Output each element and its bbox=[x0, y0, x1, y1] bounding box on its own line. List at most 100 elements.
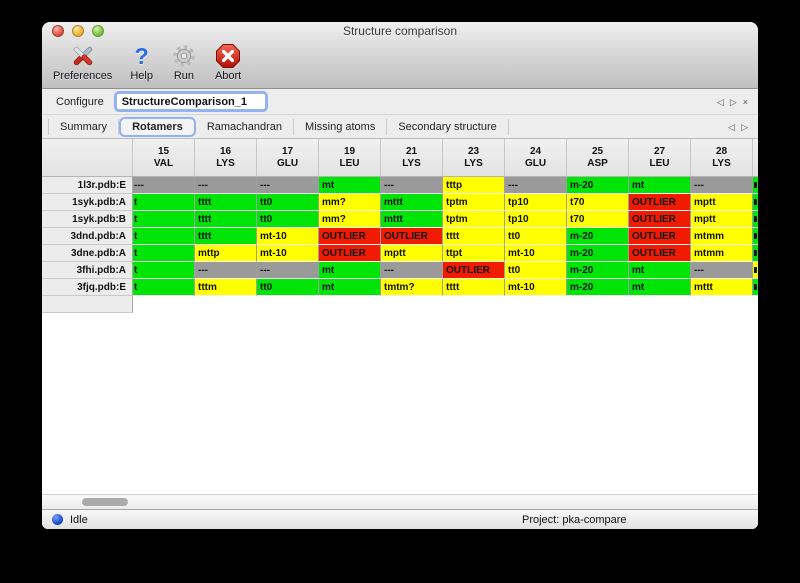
scrollbar-thumb[interactable] bbox=[82, 498, 128, 506]
rotamer-cell[interactable]: OUTLIER bbox=[381, 228, 443, 245]
rotamer-cell[interactable]: --- bbox=[381, 262, 443, 279]
rotamer-cell[interactable]: t bbox=[133, 228, 195, 245]
next-configure-icon[interactable]: ▷ bbox=[729, 96, 737, 107]
rotamer-cell[interactable]: mt-10 bbox=[505, 279, 567, 296]
rotamer-cell[interactable]: tt0 bbox=[257, 194, 319, 211]
row-label[interactable]: 1syk.pdb:B bbox=[42, 211, 133, 228]
rotamer-cell[interactable]: t70 bbox=[567, 194, 629, 211]
zoom-window-button[interactable] bbox=[92, 25, 104, 37]
tab-rotamers[interactable]: Rotamers bbox=[121, 118, 194, 135]
rotamer-cell[interactable]: OUTLIER bbox=[629, 194, 691, 211]
rotamer-cell[interactable]: tt0 bbox=[257, 279, 319, 296]
rotamer-cell[interactable]: mttt bbox=[691, 279, 753, 296]
rotamer-cell[interactable]: OUTLIER bbox=[629, 228, 691, 245]
rotamer-cell[interactable]: mptt bbox=[691, 211, 753, 228]
rotamer-cell[interactable]: mt bbox=[319, 262, 381, 279]
rotamer-cell[interactable]: tt0 bbox=[505, 228, 567, 245]
row-label[interactable]: 3fjq.pdb:E bbox=[42, 279, 133, 296]
row-label[interactable]: 3dnd.pdb:A bbox=[42, 228, 133, 245]
rotamer-cell[interactable]: tt0 bbox=[505, 262, 567, 279]
rotamer-cell[interactable]: tttt bbox=[443, 228, 505, 245]
rotamer-cell[interactable]: mttt bbox=[381, 194, 443, 211]
rotamer-cell[interactable]: mm? bbox=[319, 194, 381, 211]
rotamer-cell[interactable]: tt0 bbox=[257, 211, 319, 228]
column-header-24[interactable]: 24 GLU bbox=[505, 139, 567, 176]
rotamer-cell[interactable]: --- bbox=[691, 262, 753, 279]
rotamer-cell[interactable]: tttt bbox=[195, 194, 257, 211]
rotamer-cell[interactable]: tttt bbox=[195, 228, 257, 245]
rotamer-cell[interactable]: --- bbox=[381, 177, 443, 194]
titlebar[interactable]: Structure comparison bbox=[42, 22, 758, 39]
column-header-15[interactable]: 15 VAL bbox=[133, 139, 195, 176]
rotamer-cell[interactable]: mt-10 bbox=[505, 245, 567, 262]
minimize-window-button[interactable] bbox=[72, 25, 84, 37]
rotamer-cell[interactable]: --- bbox=[257, 262, 319, 279]
rotamer-cell[interactable]: tttt bbox=[195, 211, 257, 228]
preferences-button[interactable]: Preferences bbox=[50, 41, 115, 83]
rotamer-cell[interactable]: --- bbox=[505, 177, 567, 194]
run-button[interactable]: Run bbox=[168, 41, 200, 83]
rotamer-cell[interactable]: m-20 bbox=[567, 279, 629, 296]
tab-missing-atoms[interactable]: Missing atoms bbox=[294, 118, 388, 135]
column-header-16[interactable]: 16 LYS bbox=[195, 139, 257, 176]
rotamer-cell[interactable]: mptt bbox=[691, 194, 753, 211]
prev-tab-icon[interactable]: ◁ bbox=[728, 121, 736, 132]
rotamer-cell[interactable]: OUTLIER bbox=[443, 262, 505, 279]
column-header-21[interactable]: 21 LYS bbox=[381, 139, 443, 176]
rotamer-cell[interactable]: OUTLIER bbox=[319, 228, 381, 245]
rotamer-cell[interactable]: mtmm bbox=[691, 245, 753, 262]
column-header-27[interactable]: 27 LEU bbox=[629, 139, 691, 176]
close-window-button[interactable] bbox=[52, 25, 64, 37]
rotamer-cell[interactable]: mt bbox=[629, 177, 691, 194]
rotamer-cell[interactable]: --- bbox=[133, 177, 195, 194]
rotamer-cell[interactable]: --- bbox=[257, 177, 319, 194]
rotamer-cell[interactable]: tptm bbox=[443, 211, 505, 228]
rotamer-cell[interactable]: tttp bbox=[443, 177, 505, 194]
tab-summary[interactable]: Summary bbox=[48, 118, 120, 135]
rotamer-cell[interactable]: mttt bbox=[381, 211, 443, 228]
rotamer-cell[interactable]: m-20 bbox=[567, 262, 629, 279]
row-label[interactable]: 1l3r.pdb:E bbox=[42, 177, 133, 194]
configure-name-input[interactable]: StructureComparison_1 bbox=[115, 93, 266, 110]
rotamer-cell[interactable]: tp10 bbox=[505, 194, 567, 211]
rotamer-cell[interactable]: --- bbox=[691, 177, 753, 194]
help-button[interactable]: ? Help bbox=[127, 41, 156, 83]
rotamer-cell[interactable]: m-20 bbox=[567, 245, 629, 262]
row-label[interactable]: 3fhi.pdb:A bbox=[42, 262, 133, 279]
rotamer-cell[interactable]: --- bbox=[195, 262, 257, 279]
rotamer-cell[interactable]: mt-10 bbox=[257, 245, 319, 262]
rotamer-cell[interactable]: t bbox=[133, 245, 195, 262]
rotamer-cell[interactable]: mt bbox=[319, 177, 381, 194]
tab-ramachandran[interactable]: Ramachandran bbox=[196, 118, 295, 135]
rotamer-cell[interactable]: tp10 bbox=[505, 211, 567, 228]
rotamer-cell[interactable]: OUTLIER bbox=[319, 245, 381, 262]
rotamer-cell[interactable]: mt bbox=[629, 279, 691, 296]
rotamer-cell[interactable]: mt bbox=[629, 262, 691, 279]
rotamer-cell[interactable]: t70 bbox=[567, 211, 629, 228]
rotamer-cell[interactable]: tmtm? bbox=[381, 279, 443, 296]
rotamer-cell[interactable]: t bbox=[133, 262, 195, 279]
rotamer-cell[interactable]: mtmm bbox=[691, 228, 753, 245]
tab-secondary-structure[interactable]: Secondary structure bbox=[387, 118, 509, 135]
row-label[interactable]: 3dne.pdb:A bbox=[42, 245, 133, 262]
rotamer-cell[interactable]: mttp bbox=[195, 245, 257, 262]
column-header-19[interactable]: 19 LEU bbox=[319, 139, 381, 176]
rotamer-cell[interactable]: t bbox=[133, 194, 195, 211]
rotamer-cell[interactable]: tptm bbox=[443, 194, 505, 211]
column-header-28[interactable]: 28 LYS bbox=[691, 139, 753, 176]
column-header-23[interactable]: 23 LYS bbox=[443, 139, 505, 176]
rotamer-cell[interactable]: mt-10 bbox=[257, 228, 319, 245]
rotamer-cell[interactable]: --- bbox=[195, 177, 257, 194]
rotamer-cell[interactable]: t bbox=[133, 279, 195, 296]
horizontal-scrollbar[interactable] bbox=[42, 494, 758, 509]
rotamer-cell[interactable]: mt bbox=[319, 279, 381, 296]
rotamer-cell[interactable]: OUTLIER bbox=[629, 211, 691, 228]
rotamer-cell[interactable]: m-20 bbox=[567, 177, 629, 194]
abort-button[interactable]: Abort bbox=[212, 41, 244, 83]
column-header-17[interactable]: 17 GLU bbox=[257, 139, 319, 176]
row-label[interactable]: 1syk.pdb:A bbox=[42, 194, 133, 211]
close-configure-icon[interactable]: × bbox=[742, 96, 748, 107]
rotamer-cell[interactable]: mm? bbox=[319, 211, 381, 228]
rotamer-cell[interactable]: tttt bbox=[443, 279, 505, 296]
rotamer-cell[interactable]: m-20 bbox=[567, 228, 629, 245]
